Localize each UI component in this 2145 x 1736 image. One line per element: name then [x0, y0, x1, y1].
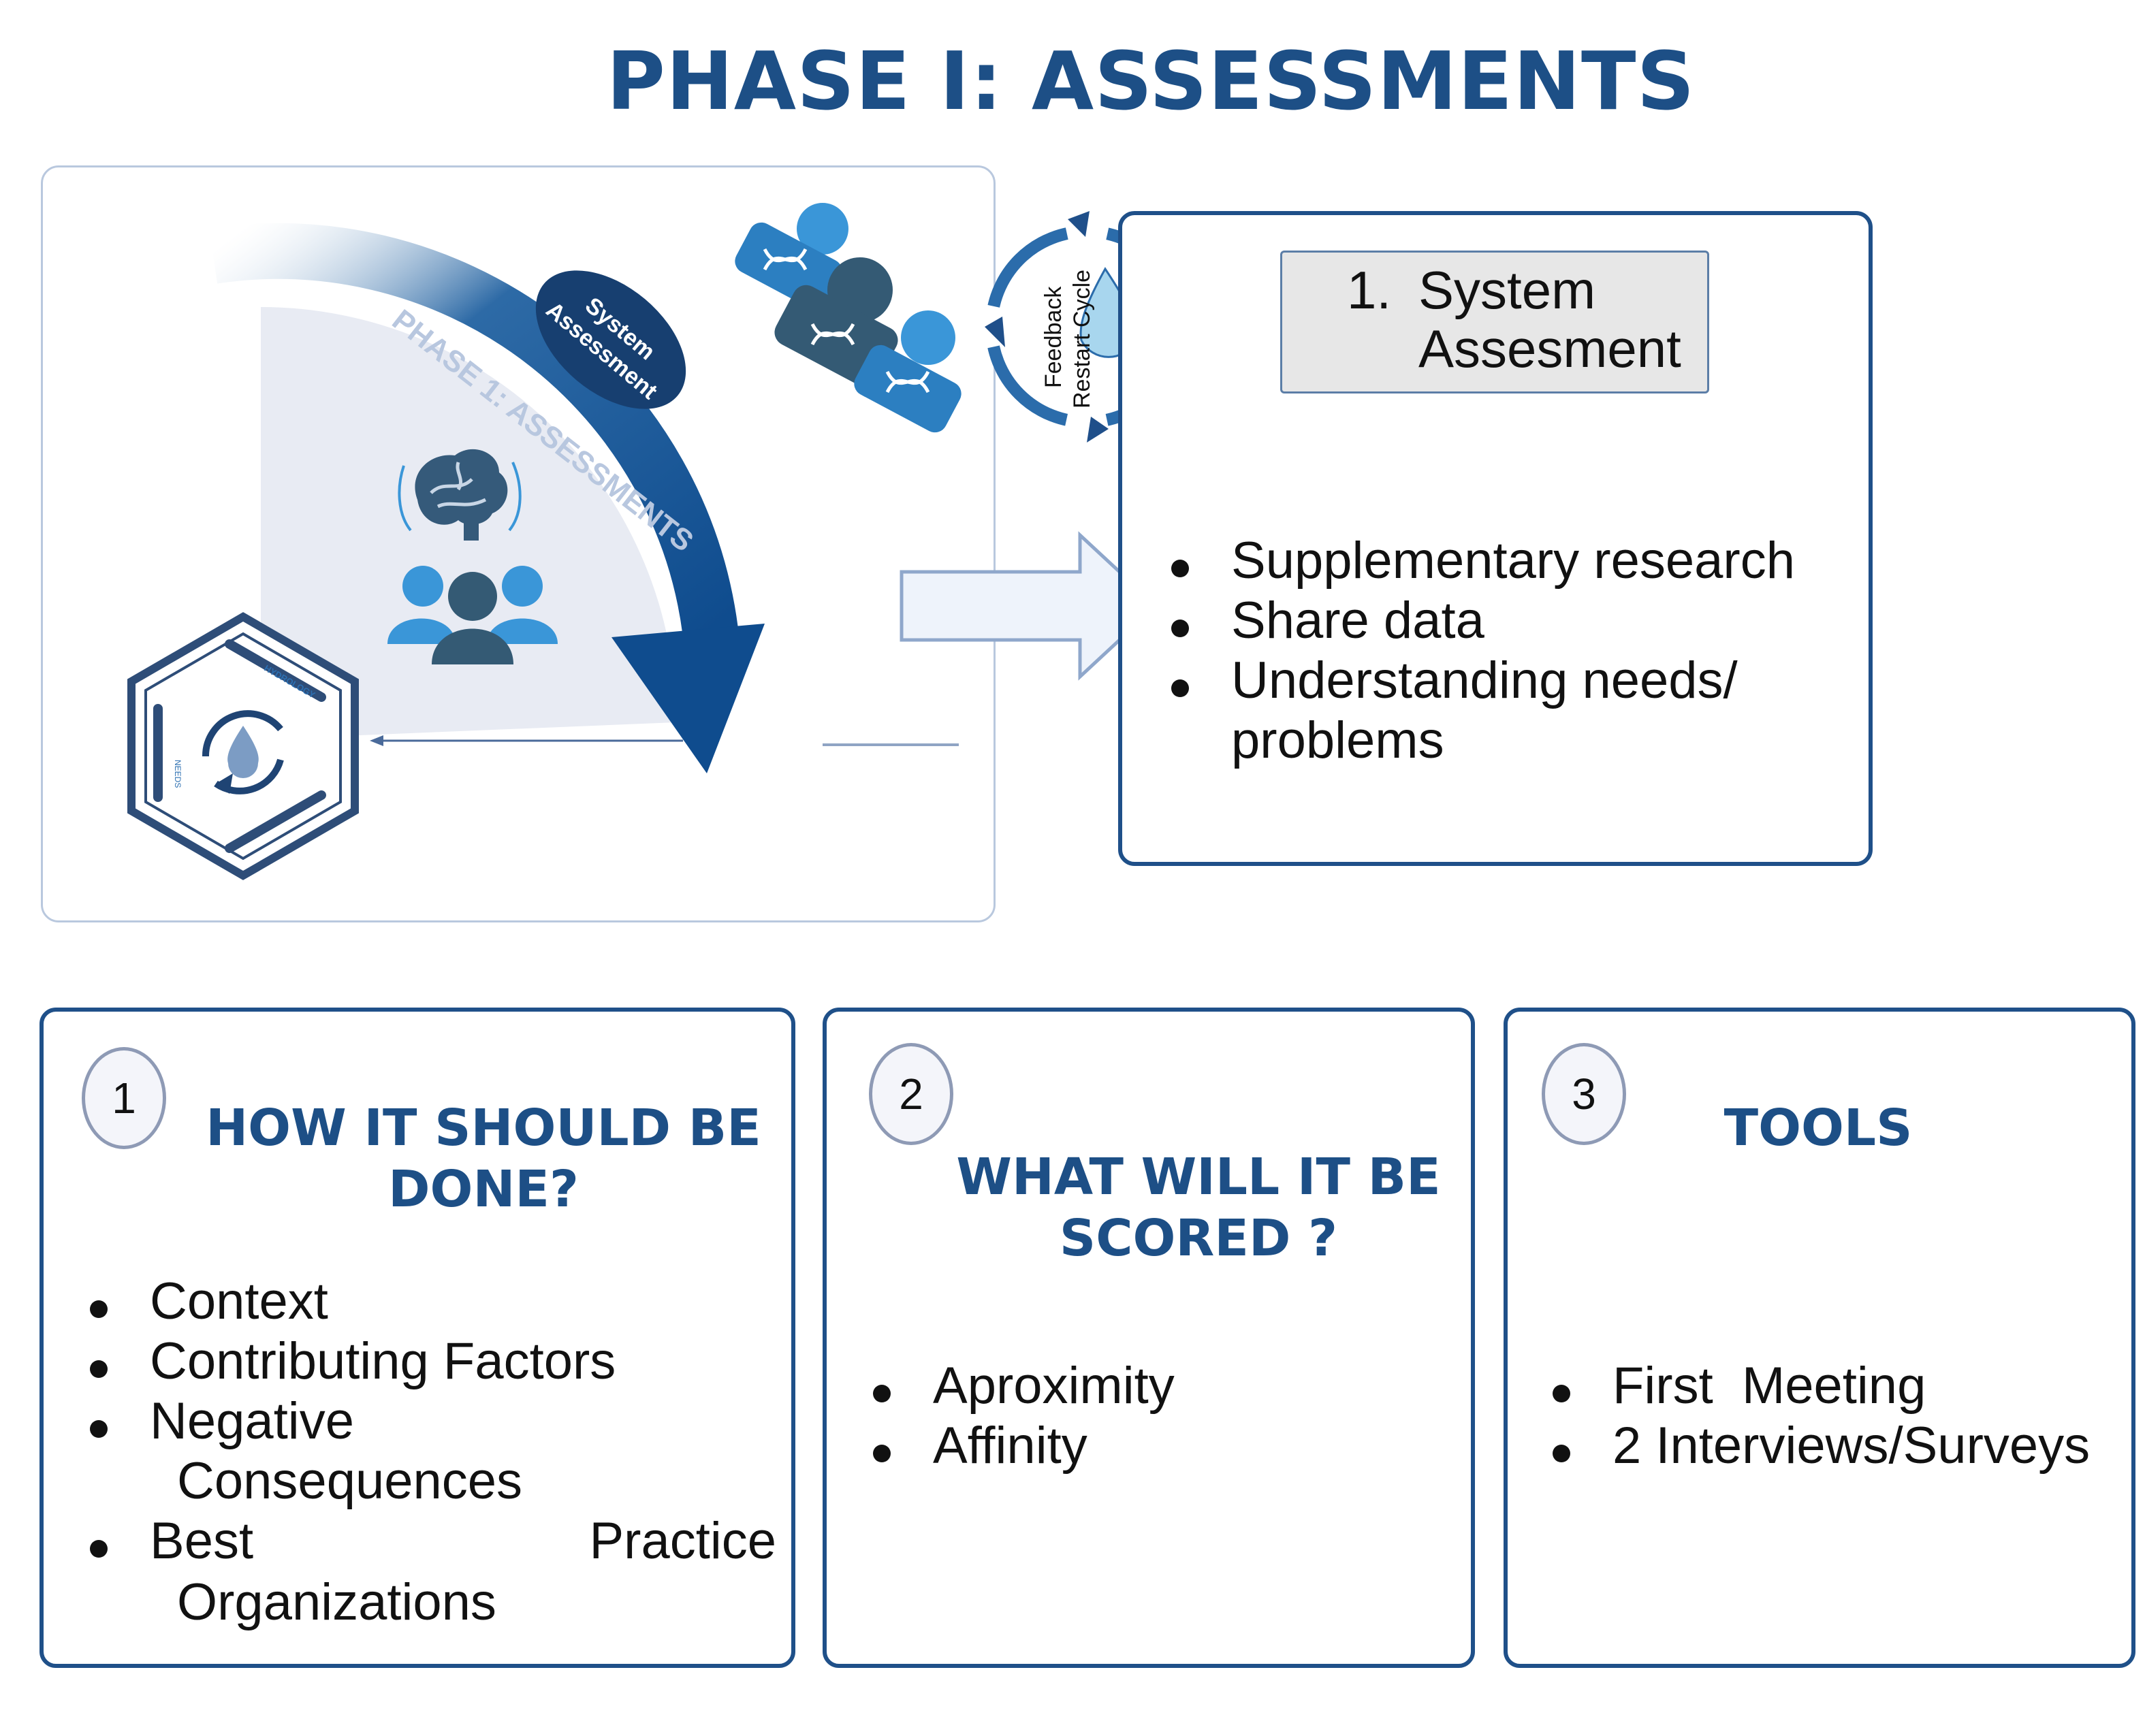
list-item: Negative	[54, 1392, 776, 1451]
list-item: First Meeting	[1517, 1356, 2130, 1416]
card-how-bullets: Context Contributing Factors Negative	[54, 1272, 776, 1451]
card-how-heading-line1: HOW IT SHOULD BE	[206, 1099, 761, 1157]
system-assessment-oval: System Assessment	[535, 270, 686, 409]
system-title-number: 1.	[1347, 260, 1392, 320]
step-number-badge: 1	[82, 1047, 166, 1149]
page-title: PHASE I: ASSESSMENTS	[606, 34, 1696, 128]
bullet-continuation: Consequences	[177, 1452, 523, 1510]
list-item: Aproximity	[838, 1356, 1464, 1416]
feedback-cycle-icon: Feedback Restart Cycle	[985, 211, 1189, 443]
dna-people-icon	[735, 203, 962, 433]
bullet-word-best: Best	[150, 1512, 254, 1570]
card-how	[39, 1008, 795, 1668]
list-item: Contributing Factors	[54, 1332, 776, 1392]
phase-illustration-panel: PHASE 1: ASSESSMENTS System Assessment	[41, 165, 996, 922]
system-assessment-title-box: 1. System Assesment	[1280, 251, 1709, 393]
system-bullet-continuation: problems	[1231, 711, 1444, 769]
system-title-line2: Assesment	[1418, 319, 1681, 379]
list-item: Context	[54, 1272, 776, 1332]
step-number-badge: 2	[869, 1043, 953, 1145]
list-item: Best Practice	[54, 1511, 776, 1571]
hexagon-label-needs: NEEDS	[173, 760, 182, 788]
card-how-heading-line2: DONE?	[388, 1160, 579, 1219]
cycle-label-line2: Restart Cycle	[1069, 270, 1095, 408]
hexagon-cycle-icon: HYDROLOGY NEEDS	[127, 612, 359, 880]
list-item: 2 Interviews/Surveys	[1517, 1416, 2130, 1476]
card-score-bullets: Aproximity Affinity	[838, 1356, 1464, 1476]
curved-arrow	[208, 223, 738, 634]
system-bullet-list: Supplementary research Share data Unders…	[1136, 531, 1885, 711]
card-how-bullets-2: Best Practice	[54, 1511, 776, 1571]
card-tools-bullets: First Meeting 2 Interviews/Surveys	[1517, 1356, 2130, 1476]
list-item: Supplementary research	[1136, 531, 1885, 591]
people-group-icon	[387, 566, 558, 664]
list-item: Understanding needs/	[1136, 651, 1885, 711]
brain-icon	[398, 449, 522, 541]
step-number-badge: 3	[1542, 1043, 1626, 1145]
bullet-word-practice: Practice	[589, 1512, 776, 1570]
card-score-heading-line1: WHAT WILL IT BE	[956, 1148, 1441, 1206]
bullet-continuation: Organizations	[177, 1573, 496, 1631]
list-item: Affinity	[838, 1416, 1464, 1476]
phase-illustration: PHASE 1: ASSESSMENTS System Assessment	[127, 203, 962, 880]
system-title-line1: System	[1418, 260, 1596, 320]
card-tools-heading: TOOLS	[1723, 1099, 1913, 1157]
list-item: Share data	[1136, 591, 1885, 651]
curved-arrow-head	[611, 624, 765, 773]
card-score-heading-line2: SCORED ?	[1059, 1209, 1338, 1268]
cycle-label-line1: Feedback	[1040, 286, 1066, 388]
